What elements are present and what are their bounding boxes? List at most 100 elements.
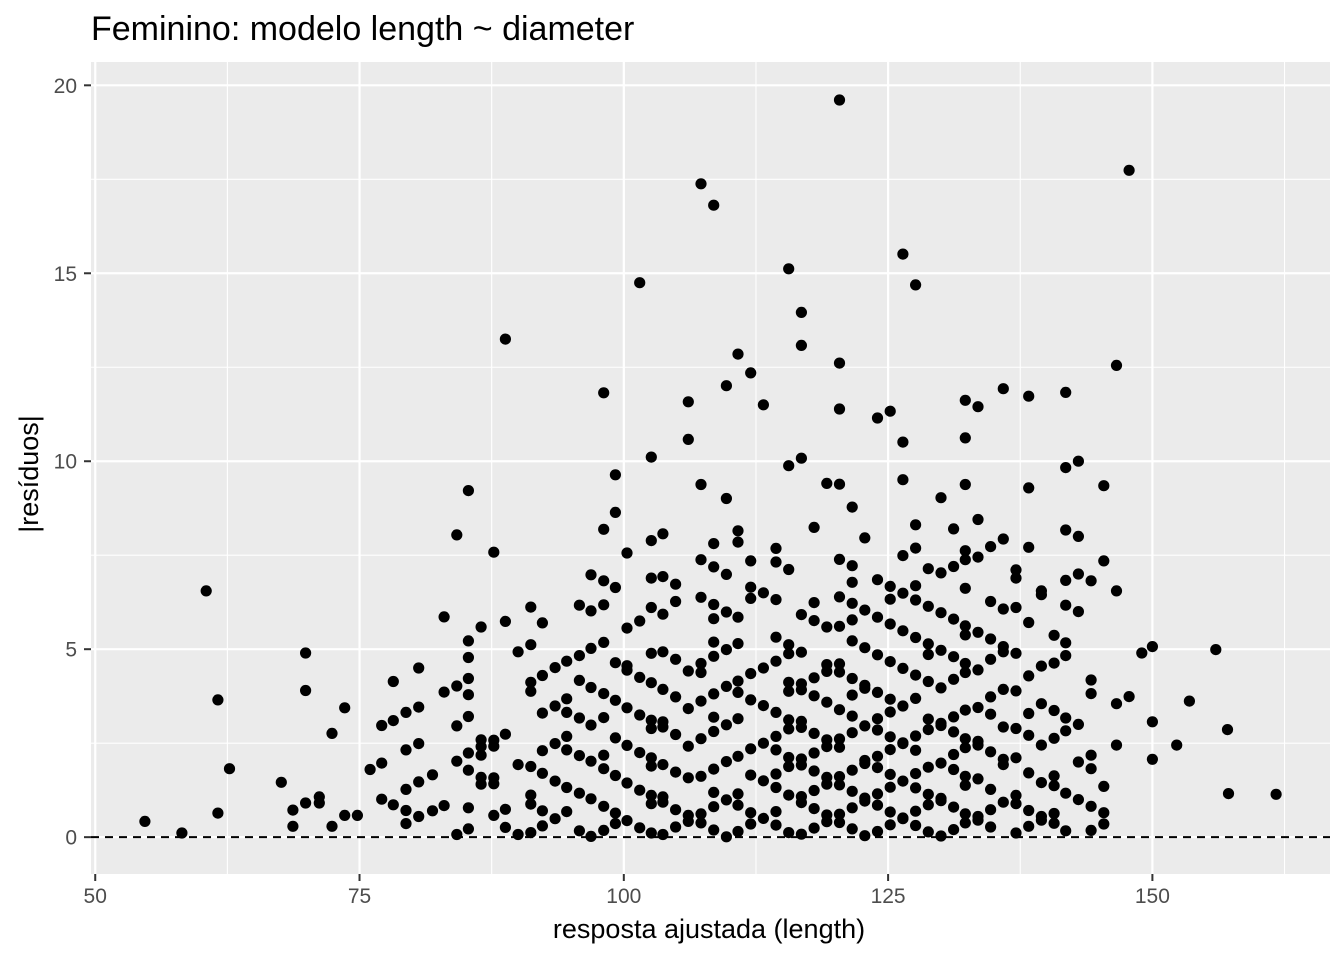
data-point [695,808,707,820]
data-point [1171,739,1183,751]
data-point [573,825,586,837]
data-point [561,730,573,743]
data-point [657,683,669,696]
data-point [585,719,597,731]
data-point [1221,724,1234,736]
data-point [922,648,934,661]
data-point [1098,555,1110,567]
data-point [657,721,669,733]
data-point [634,822,646,834]
data-point [846,785,858,797]
data-point [682,665,694,677]
data-point [609,657,622,669]
data-point [897,738,909,750]
data-point [959,817,971,829]
data-point [997,383,1009,395]
data-point [339,702,351,714]
data-point [922,799,934,811]
data-point [859,720,871,732]
data-point [833,741,846,753]
data-point [536,707,549,719]
data-point [708,598,720,611]
data-point [598,387,610,399]
data-point [732,525,744,537]
data-point [897,775,909,787]
data-point [1010,827,1022,839]
data-point [1035,585,1047,597]
data-point [1146,716,1158,728]
data-point [985,783,997,796]
data-point [609,506,622,518]
data-point [910,542,922,554]
data-point [972,814,984,826]
x-tick-label: 75 [348,885,371,908]
data-point [1035,698,1047,710]
data-point [871,412,884,424]
data-point [959,629,971,641]
data-point [1060,825,1072,837]
data-point [859,757,871,770]
data-point [922,713,934,725]
data-point [682,772,694,784]
data-point [871,611,884,623]
data-point [859,830,871,842]
data-point [770,768,782,780]
data-point [1010,564,1022,576]
data-point [770,542,782,555]
data-point [821,621,833,633]
data-point [708,786,720,799]
data-point [462,802,474,814]
data-point [657,571,669,583]
data-point [846,802,858,814]
data-point [745,807,757,819]
data-point [1110,585,1123,597]
data-point [910,519,922,531]
data-point [783,263,795,275]
data-point [783,714,795,726]
data-point [985,821,997,833]
data-point [536,617,549,629]
data-point [708,763,720,775]
data-point [997,603,1009,615]
data-point [451,828,463,841]
data-point [313,797,325,809]
y-tick-label: 0 [65,827,77,850]
data-point [1048,770,1060,782]
data-point [808,747,820,759]
data-point [757,812,770,825]
data-point [609,469,622,481]
data-point [426,769,439,781]
data-point [922,638,934,650]
data-point [212,807,224,819]
data-point [859,682,871,694]
data-point [897,248,909,260]
data-point [859,604,871,616]
data-point [745,555,757,567]
data-point [1035,660,1047,672]
data-point [598,749,610,761]
data-point [598,688,610,700]
data-point [1060,725,1072,737]
data-point [598,523,610,535]
data-point [972,626,984,638]
data-point [884,580,896,593]
data-point [708,613,720,625]
data-point [1010,685,1022,697]
data-point [1023,390,1035,402]
data-point [770,706,782,719]
data-point [645,789,657,802]
data-point [1023,820,1035,832]
data-point [413,662,425,674]
data-point [720,756,733,768]
data-point [985,541,997,553]
data-point [808,765,820,777]
data-point [621,815,633,827]
data-point [512,759,524,771]
data-point [1023,616,1035,629]
data-point [846,614,858,626]
data-point [720,831,733,843]
data-point [808,822,820,834]
data-point [573,712,586,724]
data-point [1010,789,1022,802]
